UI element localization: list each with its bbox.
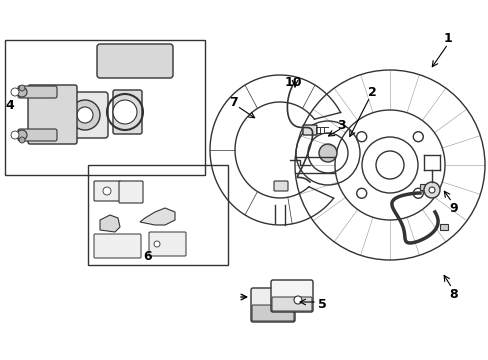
FancyBboxPatch shape bbox=[28, 85, 77, 144]
Text: 8: 8 bbox=[449, 288, 457, 302]
Polygon shape bbox=[140, 208, 175, 225]
Text: 6: 6 bbox=[143, 251, 152, 264]
Circle shape bbox=[293, 296, 302, 304]
FancyBboxPatch shape bbox=[270, 280, 312, 312]
Circle shape bbox=[423, 182, 439, 198]
Circle shape bbox=[318, 144, 336, 162]
Circle shape bbox=[428, 187, 434, 193]
Circle shape bbox=[356, 132, 366, 142]
FancyBboxPatch shape bbox=[303, 125, 316, 135]
FancyBboxPatch shape bbox=[52, 92, 108, 138]
Circle shape bbox=[154, 241, 160, 247]
Text: 4: 4 bbox=[6, 99, 14, 112]
Text: 7: 7 bbox=[229, 95, 238, 108]
Circle shape bbox=[412, 188, 423, 198]
Circle shape bbox=[11, 88, 19, 96]
FancyBboxPatch shape bbox=[18, 86, 57, 98]
Text: 1: 1 bbox=[443, 32, 451, 45]
Polygon shape bbox=[100, 215, 120, 232]
FancyBboxPatch shape bbox=[97, 44, 173, 78]
Circle shape bbox=[70, 100, 100, 130]
FancyBboxPatch shape bbox=[251, 305, 293, 321]
FancyBboxPatch shape bbox=[149, 232, 185, 256]
Bar bbox=[88, 165, 227, 265]
Circle shape bbox=[412, 132, 423, 142]
Text: 3: 3 bbox=[337, 118, 346, 131]
Circle shape bbox=[375, 151, 403, 179]
Bar bbox=[5, 40, 204, 175]
Circle shape bbox=[356, 188, 366, 198]
FancyBboxPatch shape bbox=[271, 297, 311, 311]
FancyBboxPatch shape bbox=[18, 129, 57, 141]
Bar bbox=[439, 224, 447, 230]
Circle shape bbox=[17, 130, 27, 140]
FancyBboxPatch shape bbox=[94, 181, 121, 201]
Text: 2: 2 bbox=[367, 86, 376, 99]
Circle shape bbox=[113, 100, 137, 124]
FancyBboxPatch shape bbox=[273, 181, 287, 191]
FancyBboxPatch shape bbox=[113, 90, 142, 134]
Circle shape bbox=[77, 107, 93, 123]
Circle shape bbox=[19, 85, 25, 91]
Circle shape bbox=[19, 137, 25, 143]
Circle shape bbox=[103, 187, 111, 195]
Bar bbox=[419, 184, 427, 190]
FancyBboxPatch shape bbox=[250, 288, 294, 322]
FancyBboxPatch shape bbox=[94, 234, 141, 258]
Text: 10: 10 bbox=[284, 76, 301, 89]
Circle shape bbox=[17, 87, 27, 97]
Text: 9: 9 bbox=[449, 202, 457, 215]
FancyBboxPatch shape bbox=[119, 181, 142, 203]
Text: 5: 5 bbox=[317, 298, 325, 311]
Circle shape bbox=[11, 131, 19, 139]
